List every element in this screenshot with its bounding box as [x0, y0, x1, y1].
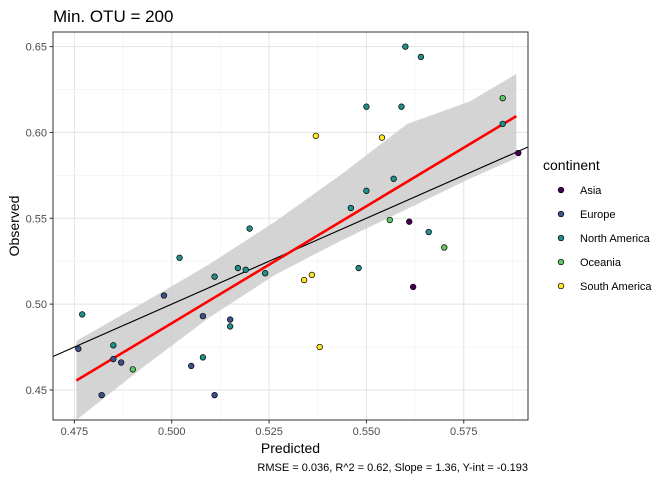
legend-key-oceania	[557, 258, 565, 266]
point-europe	[188, 362, 195, 370]
point-europe	[117, 359, 125, 366]
point-europe	[211, 391, 218, 399]
point-asia	[515, 149, 522, 157]
point-north-america	[402, 43, 409, 50]
data-points	[75, 43, 522, 399]
point-europe	[160, 292, 168, 299]
legend-title: continent	[543, 157, 600, 173]
point-south-america	[300, 276, 308, 284]
point-north-america	[347, 204, 354, 212]
point-north-america	[79, 311, 86, 318]
y-tick-label: 0.45	[26, 385, 47, 397]
regression-line	[75, 115, 517, 382]
x-tick-label: 0.550	[353, 426, 381, 438]
point-asia	[406, 218, 413, 225]
legend-key-europe	[557, 210, 565, 218]
x-axis-title: Predicted	[261, 440, 320, 456]
x-tick-label: 0.500	[158, 426, 186, 438]
point-north-america	[398, 103, 405, 110]
legend-label-oceania: Oceania	[580, 257, 622, 269]
plot-border	[52, 31, 529, 421]
point-north-america	[234, 264, 242, 272]
point-oceania	[386, 216, 393, 224]
point-north-america	[390, 175, 397, 182]
point-oceania	[441, 244, 448, 251]
point-north-america	[417, 53, 425, 61]
point-oceania	[499, 94, 506, 102]
legend-label-north-america: North America	[580, 233, 651, 245]
legend-key-south-america	[557, 282, 565, 290]
point-europe	[98, 391, 105, 399]
legend-label-south-america: South America	[580, 281, 652, 293]
point-north-america	[425, 228, 432, 236]
point-north-america	[242, 266, 249, 273]
legend-key-asia	[557, 186, 565, 194]
legend-key-north-america	[557, 234, 565, 242]
y-tick-label: 0.60	[26, 127, 47, 139]
legend: Asia Europe North America Oceania South Amer…	[557, 185, 652, 293]
point-north-america	[246, 225, 253, 232]
legend-label-asia: Asia	[580, 185, 602, 197]
point-north-america	[262, 270, 269, 277]
grid	[53, 32, 528, 420]
point-north-america	[499, 120, 506, 127]
point-north-america	[355, 264, 362, 272]
point-south-america	[312, 132, 319, 140]
point-north-america	[363, 187, 370, 194]
point-europe	[110, 355, 117, 363]
y-tick-label: 0.65	[26, 42, 47, 54]
legend-label-europe: Europe	[580, 209, 615, 221]
point-north-america	[176, 254, 183, 261]
point-europe	[75, 345, 82, 352]
trend-lines	[52, 115, 529, 382]
chart-caption: RMSE = 0.036, R^2 = 0.62, Slope = 1.36, …	[257, 462, 528, 474]
point-oceania	[129, 366, 136, 373]
point-asia	[409, 283, 417, 291]
y-axis-title: Observed	[6, 196, 22, 257]
point-north-america	[110, 342, 117, 349]
y-tick-label: 0.50	[26, 299, 47, 311]
point-south-america	[308, 271, 316, 279]
x-axis: 0.475 0.500 0.525 0.550 0.575	[61, 420, 478, 438]
x-tick-label: 0.475	[61, 426, 89, 438]
x-tick-label: 0.525	[255, 426, 283, 438]
y-axis: 0.45 0.50 0.55 0.60 0.65	[26, 42, 53, 397]
point-south-america	[378, 134, 386, 141]
point-north-america	[227, 323, 234, 330]
point-europe	[227, 316, 234, 323]
x-tick-label: 0.575	[450, 426, 478, 438]
point-north-america	[363, 103, 370, 110]
chart-title: Min. OTU = 200	[53, 7, 173, 26]
point-north-america	[199, 354, 207, 361]
point-north-america	[211, 273, 218, 280]
point-south-america	[316, 343, 323, 351]
y-tick-label: 0.55	[26, 213, 47, 225]
point-europe	[199, 312, 207, 320]
